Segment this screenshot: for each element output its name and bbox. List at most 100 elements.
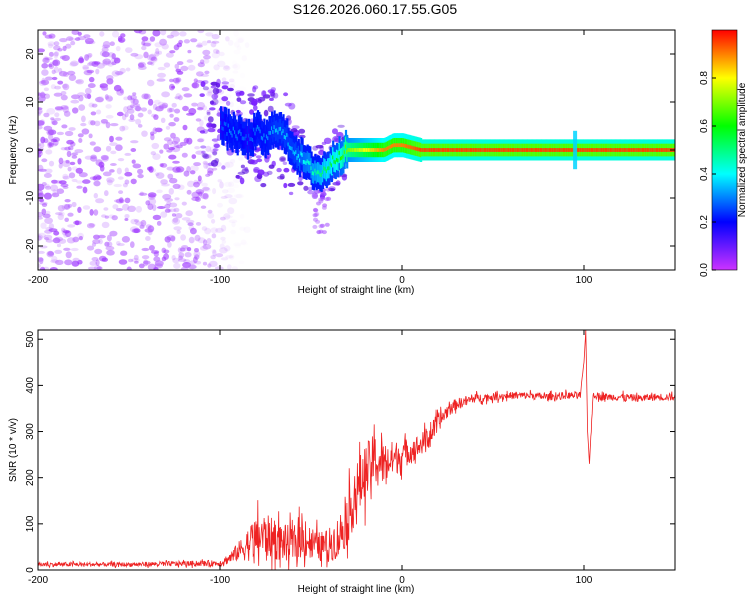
ridge-core-mark: [584, 148, 587, 152]
ridge-core-mark: [464, 148, 467, 152]
ridge-core-mark: [455, 148, 458, 152]
noise-blob: [93, 146, 102, 153]
y-tick-label: 400: [25, 377, 36, 394]
colorbar-tick-label: 0.0: [699, 263, 710, 277]
noise-blob: [117, 243, 125, 247]
noise-blob: [43, 125, 53, 131]
ridge-core-mark: [463, 148, 466, 152]
ridge-core-mark: [636, 148, 639, 152]
transition-blob: [335, 180, 341, 186]
ridge-core-mark: [425, 148, 428, 152]
noise-blob: [56, 243, 62, 248]
ridge-core-mark: [297, 153, 300, 158]
transition-blob: [236, 111, 243, 117]
ridge-core-mark: [329, 161, 332, 166]
colorbar-label: Normalized spectral amplitude: [737, 82, 748, 217]
noise-blob: [99, 50, 107, 57]
ridge-core-mark: [249, 137, 252, 141]
noise-blob: [205, 173, 211, 177]
ridge-core-mark: [626, 148, 629, 152]
noise-blob: [109, 169, 115, 173]
noise-blob: [80, 122, 87, 127]
noise-blob: [77, 36, 87, 41]
noise-blob: [109, 230, 118, 237]
noise-blob: [133, 30, 143, 34]
noise-blob: [230, 159, 236, 164]
ridge-core-mark: [361, 148, 364, 152]
noise-blob: [86, 223, 95, 229]
noise-blob: [77, 92, 86, 97]
noise-blob: [180, 266, 189, 270]
noise-blob: [210, 41, 217, 48]
y-tick-label: 200: [25, 469, 36, 486]
noise-blob: [92, 176, 97, 181]
noise-blob: [52, 59, 61, 67]
noise-blob: [150, 133, 155, 141]
noise-blob: [154, 172, 160, 177]
noise-blob: [76, 185, 83, 189]
transition-blob: [315, 144, 324, 149]
ridge-core-mark: [397, 143, 400, 148]
transition-blob: [269, 90, 275, 97]
transition-blob: [321, 141, 327, 145]
noise-blob: [174, 142, 180, 148]
ridge-core-mark: [357, 148, 360, 152]
noise-blob: [115, 45, 121, 52]
noise-blob: [238, 157, 244, 161]
ridge-core-mark: [352, 148, 355, 152]
ridge-core-mark: [244, 136, 247, 141]
ridge-core-mark: [356, 148, 359, 152]
transition-blob: [201, 150, 206, 154]
ridge-core-mark: [381, 148, 384, 152]
ridge-core-mark: [235, 134, 238, 139]
tail-blob: [324, 197, 330, 202]
noise-blob: [55, 212, 63, 216]
noise-blob: [186, 112, 195, 116]
noise-blob: [147, 203, 154, 210]
noise-blob: [102, 58, 112, 65]
noise-blob: [38, 125, 43, 130]
ridge-core-mark: [485, 148, 488, 152]
snr-panel: -200 -100 0 100 0 100 200 300 400 500 Height of …: [8, 329, 676, 595]
transition-blob: [200, 81, 206, 87]
ridge-core-mark: [394, 143, 397, 148]
y-tick-label: 0: [25, 147, 36, 153]
ridge-core-mark: [504, 148, 507, 152]
noise-blob: [38, 189, 43, 196]
noise-blob: [48, 33, 56, 39]
noise-blob: [50, 184, 59, 192]
noise-blob: [191, 196, 200, 201]
transition-blob: [247, 93, 255, 97]
noise-blob: [179, 141, 187, 146]
transition-blob: [221, 165, 226, 170]
ridge-core-mark: [365, 148, 368, 152]
transition-blob: [235, 92, 241, 97]
noise-blob: [124, 167, 129, 173]
noise-blob: [233, 70, 239, 73]
noise-blob: [112, 30, 120, 38]
ridge-core-mark: [525, 148, 528, 152]
x-tick-label: 0: [399, 275, 405, 286]
ridge-core-mark: [269, 131, 272, 135]
noise-blob: [211, 52, 220, 59]
noise-blob: [200, 245, 208, 251]
noise-blob: [206, 91, 214, 97]
noise-blob: [147, 61, 153, 65]
noise-blob: [207, 40, 212, 44]
noise-blob: [94, 120, 101, 127]
ridge-core-mark: [258, 126, 261, 131]
noise-blob: [138, 192, 148, 196]
noise-blob: [67, 212, 74, 217]
x-tick-label: 100: [576, 575, 593, 586]
noise-blob: [202, 156, 210, 160]
noise-blob: [124, 214, 130, 219]
noise-blob: [53, 45, 61, 51]
ridge-core-mark: [595, 148, 598, 152]
ridge-core-mark: [341, 156, 344, 160]
ridge-core-mark: [634, 148, 637, 152]
noise-blob: [147, 98, 154, 106]
ridge-core-mark: [291, 146, 294, 151]
ridge-core-mark: [282, 129, 285, 133]
noise-blob: [71, 201, 77, 208]
ridge-core-mark: [334, 160, 337, 165]
